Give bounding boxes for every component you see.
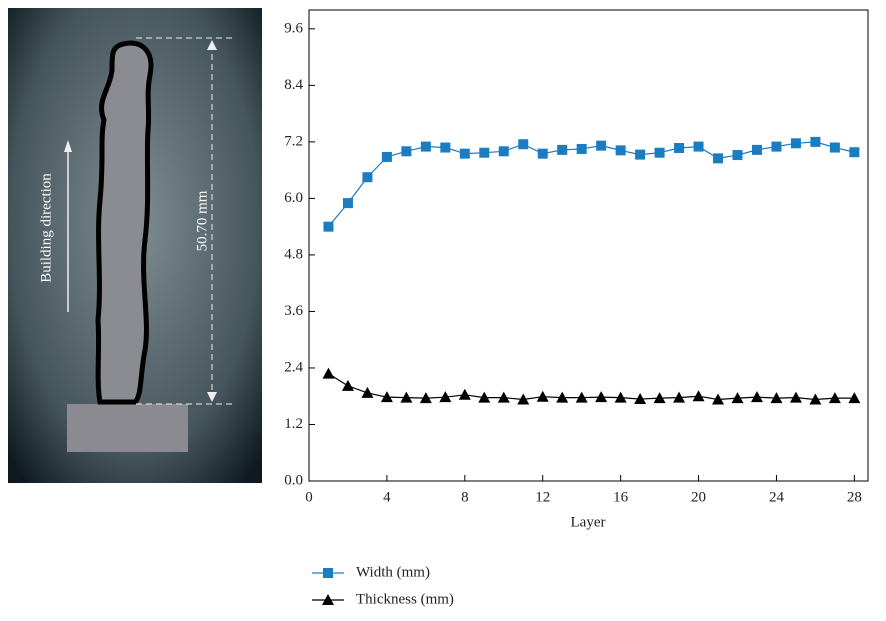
- x-tick-label: 0: [305, 489, 313, 505]
- point: [557, 144, 568, 155]
- point: [400, 391, 413, 403]
- point: [789, 391, 802, 403]
- series-line: [328, 141, 855, 228]
- point: [751, 144, 762, 155]
- point: [732, 150, 743, 161]
- arrow-head: [64, 140, 72, 152]
- plot-frame: [308, 9, 869, 482]
- y-tick-label: 7.2: [284, 133, 303, 149]
- point: [770, 392, 783, 404]
- legend-marker: [322, 594, 334, 605]
- point: [459, 148, 470, 159]
- point: [653, 392, 666, 404]
- point: [596, 140, 607, 151]
- point: [634, 393, 647, 405]
- point: [614, 391, 627, 403]
- dimension-label: 50.70 mm: [194, 190, 210, 251]
- point: [362, 172, 373, 183]
- point: [848, 392, 861, 404]
- direction-label: Building direction: [38, 173, 54, 283]
- x-tick-label: 16: [613, 489, 629, 505]
- series-line: [328, 373, 855, 401]
- point: [518, 139, 529, 150]
- point: [381, 151, 392, 162]
- point: [323, 221, 334, 232]
- point: [673, 391, 686, 403]
- point: [828, 392, 841, 404]
- x-axis-label: Layer: [571, 514, 606, 530]
- substrate: [67, 404, 188, 452]
- y-tick-label: 6.0: [284, 190, 303, 206]
- point: [440, 142, 451, 153]
- point: [595, 391, 608, 403]
- point: [536, 390, 549, 402]
- point: [497, 391, 510, 403]
- x-tick-label: 12: [535, 489, 550, 505]
- point: [790, 138, 801, 149]
- point: [478, 391, 491, 403]
- y-tick-label: 9.6: [284, 20, 303, 36]
- y-tick-label: 0.0: [284, 472, 303, 488]
- point: [517, 393, 530, 405]
- point: [537, 148, 548, 159]
- point: [341, 379, 354, 391]
- point: [693, 141, 704, 152]
- wall-outline: [95, 40, 154, 405]
- point: [849, 147, 860, 158]
- y-tick-label: 8.4: [284, 77, 303, 93]
- photo-panel: Building direction 50.70 mm: [8, 8, 262, 483]
- point: [810, 136, 821, 147]
- x-tick-label: 24: [769, 489, 785, 505]
- point: [809, 393, 822, 405]
- y-tick-label: 4.8: [284, 246, 303, 262]
- point: [556, 391, 569, 403]
- x-tick-label: 4: [383, 489, 391, 505]
- point: [342, 198, 353, 209]
- point: [654, 147, 665, 158]
- point: [712, 393, 725, 405]
- x-tick-label: 28: [847, 489, 862, 505]
- legend-marker: [323, 568, 333, 578]
- x-tick-label: 20: [691, 489, 706, 505]
- point: [419, 392, 432, 404]
- point: [635, 149, 646, 160]
- y-tick-label: 3.6: [284, 303, 303, 319]
- point: [829, 142, 840, 153]
- point: [420, 141, 431, 152]
- point: [380, 391, 393, 403]
- point: [498, 146, 509, 157]
- point: [361, 386, 374, 398]
- point: [479, 147, 490, 158]
- point: [771, 141, 782, 152]
- point: [576, 143, 587, 154]
- y-tick-label: 1.2: [284, 416, 303, 432]
- x-tick-label: 8: [461, 489, 469, 505]
- point: [322, 367, 335, 379]
- point: [731, 392, 744, 404]
- legend-label: Thickness (mm): [356, 591, 454, 607]
- point: [458, 388, 471, 400]
- point: [750, 391, 763, 403]
- point: [692, 390, 705, 402]
- point: [615, 145, 626, 156]
- point: [401, 146, 412, 157]
- point: [674, 143, 685, 154]
- y-tick-label: 2.4: [284, 359, 303, 375]
- point: [439, 391, 452, 403]
- point: [575, 391, 588, 403]
- legend-label: Width (mm): [356, 564, 430, 580]
- point: [713, 153, 724, 164]
